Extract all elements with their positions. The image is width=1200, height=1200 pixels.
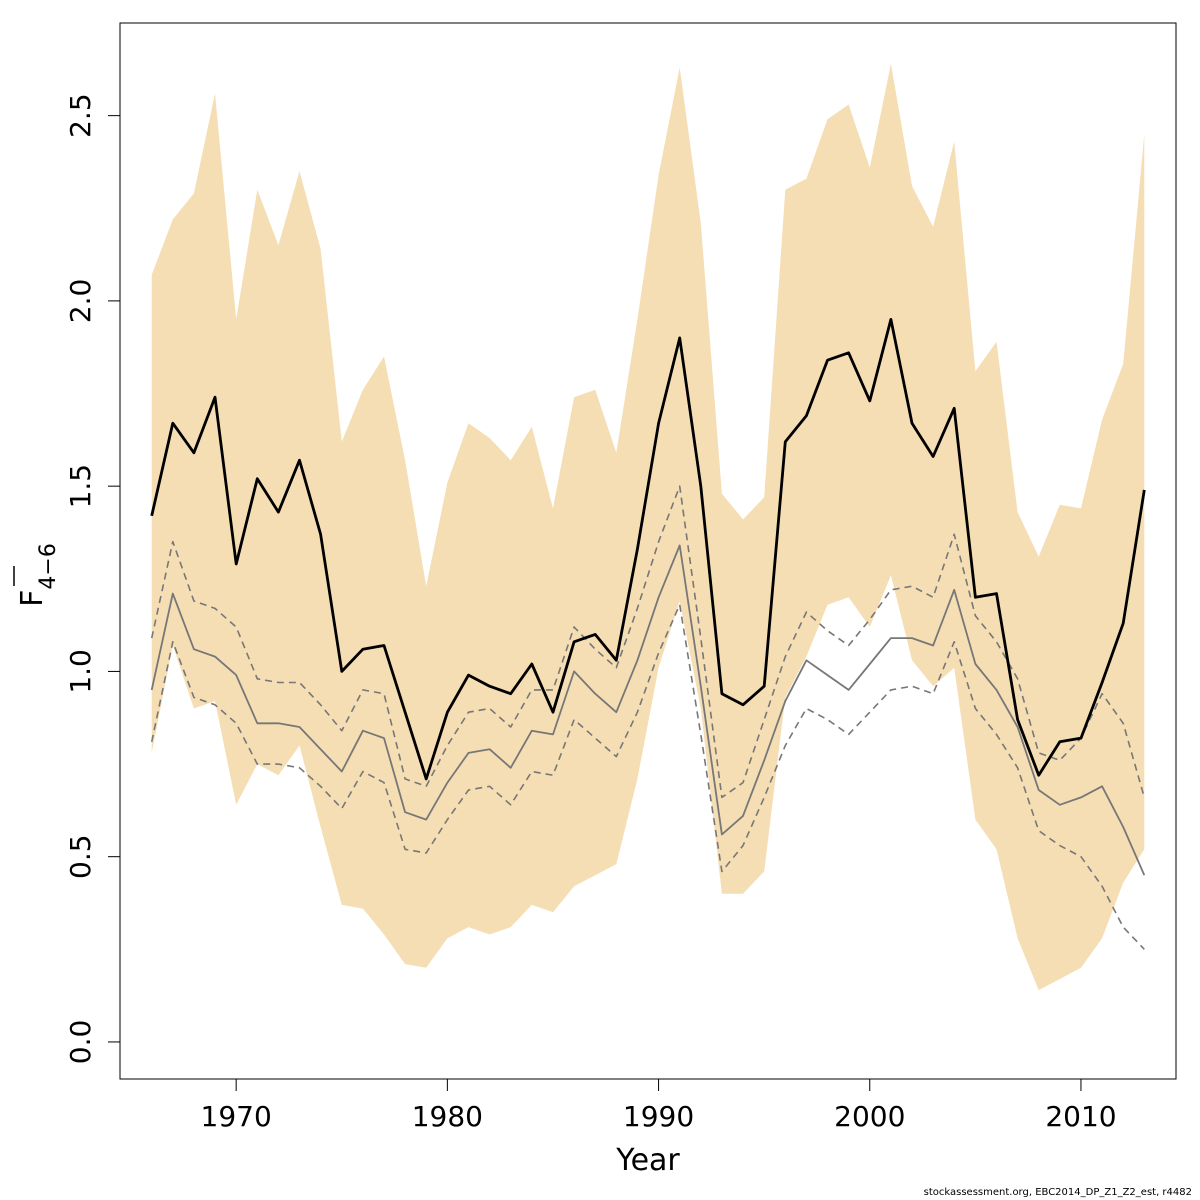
x-axis-title: Year — [615, 1143, 680, 1178]
y-tick-label: 2.0 — [64, 279, 97, 324]
y-axis-title-text: F4−6 — [15, 543, 61, 607]
confidence-band — [151, 63, 1145, 991]
x-tick-label: 1970 — [201, 1100, 272, 1133]
x-tick-label: 1990 — [623, 1100, 694, 1133]
y-axis-title-subscript: 4−6 — [36, 543, 61, 589]
footer-credit: stockassessment.org, EBC2014_DP_Z1_Z2_es… — [923, 1187, 1192, 1198]
y-tick-label: 0.5 — [64, 834, 97, 879]
series-lines-layer — [150, 317, 1146, 950]
y-tick-label: 0.0 — [64, 1020, 97, 1065]
y-tick-label: 1.5 — [64, 464, 97, 509]
f-estimate-line — [150, 317, 1146, 781]
y-tick-label: 1.0 — [64, 649, 97, 694]
y-tick-label: 2.5 — [64, 93, 97, 138]
retro-ci-line-lower — [150, 603, 1145, 950]
x-tick-label: 2010 — [1045, 1100, 1116, 1133]
x-tick-label: 1980 — [412, 1100, 483, 1133]
retro-estimate-line — [150, 544, 1146, 876]
y-axis: 0.0 0.5 1.0 1.5 2.0 2.5 — [64, 93, 121, 1065]
confidence-band-layer — [151, 63, 1145, 991]
y-axis-title: F4−6 — [13, 543, 61, 607]
x-tick-label: 2000 — [834, 1100, 905, 1133]
retro-ci-line-upper — [150, 485, 1146, 799]
y-axis-title-main: F — [15, 590, 50, 607]
x-axis: 1970 1980 1990 2000 2010 — [201, 1078, 1117, 1133]
